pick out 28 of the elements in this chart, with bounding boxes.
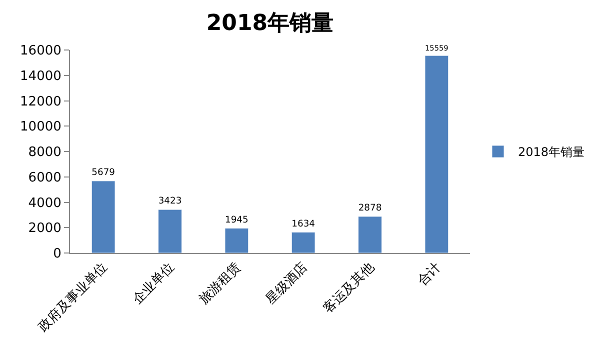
y-tick-label: 16000	[20, 44, 62, 59]
y-tick-label: 14000	[20, 68, 62, 84]
x-tick-label: 旅游租赁	[196, 260, 244, 308]
legend-label: 2018年销量	[518, 145, 585, 160]
x-tick-label: 星级酒店	[262, 259, 311, 308]
bar	[224, 228, 249, 253]
y-tick-label: 4000	[28, 196, 62, 211]
y-tick-label: 0	[53, 246, 62, 262]
chart-title: 2018年销量	[206, 10, 334, 36]
x-tick-label: 合计	[415, 260, 444, 289]
data-label: 1945	[225, 214, 248, 226]
data-label: 5679	[92, 167, 116, 178]
bar	[158, 209, 182, 253]
data-label: 2878	[358, 202, 382, 214]
y-tick-label: 6000	[28, 170, 62, 186]
data-label: 1634	[292, 218, 316, 230]
y-tick-label: 12000	[20, 94, 62, 110]
bar	[291, 232, 316, 253]
y-tick-label: 8000	[28, 145, 62, 160]
bar	[358, 216, 382, 253]
data-label: 3423	[158, 196, 182, 207]
y-tick-label: 10000	[20, 120, 62, 135]
bar	[424, 55, 449, 253]
y-tick-label: 2000	[28, 221, 62, 236]
bar	[91, 180, 116, 253]
x-tick-label: 政府及事业单位	[35, 259, 111, 335]
x-tick-label: 客运及其他	[320, 259, 378, 316]
x-tick-label: 企业单位	[130, 260, 178, 308]
